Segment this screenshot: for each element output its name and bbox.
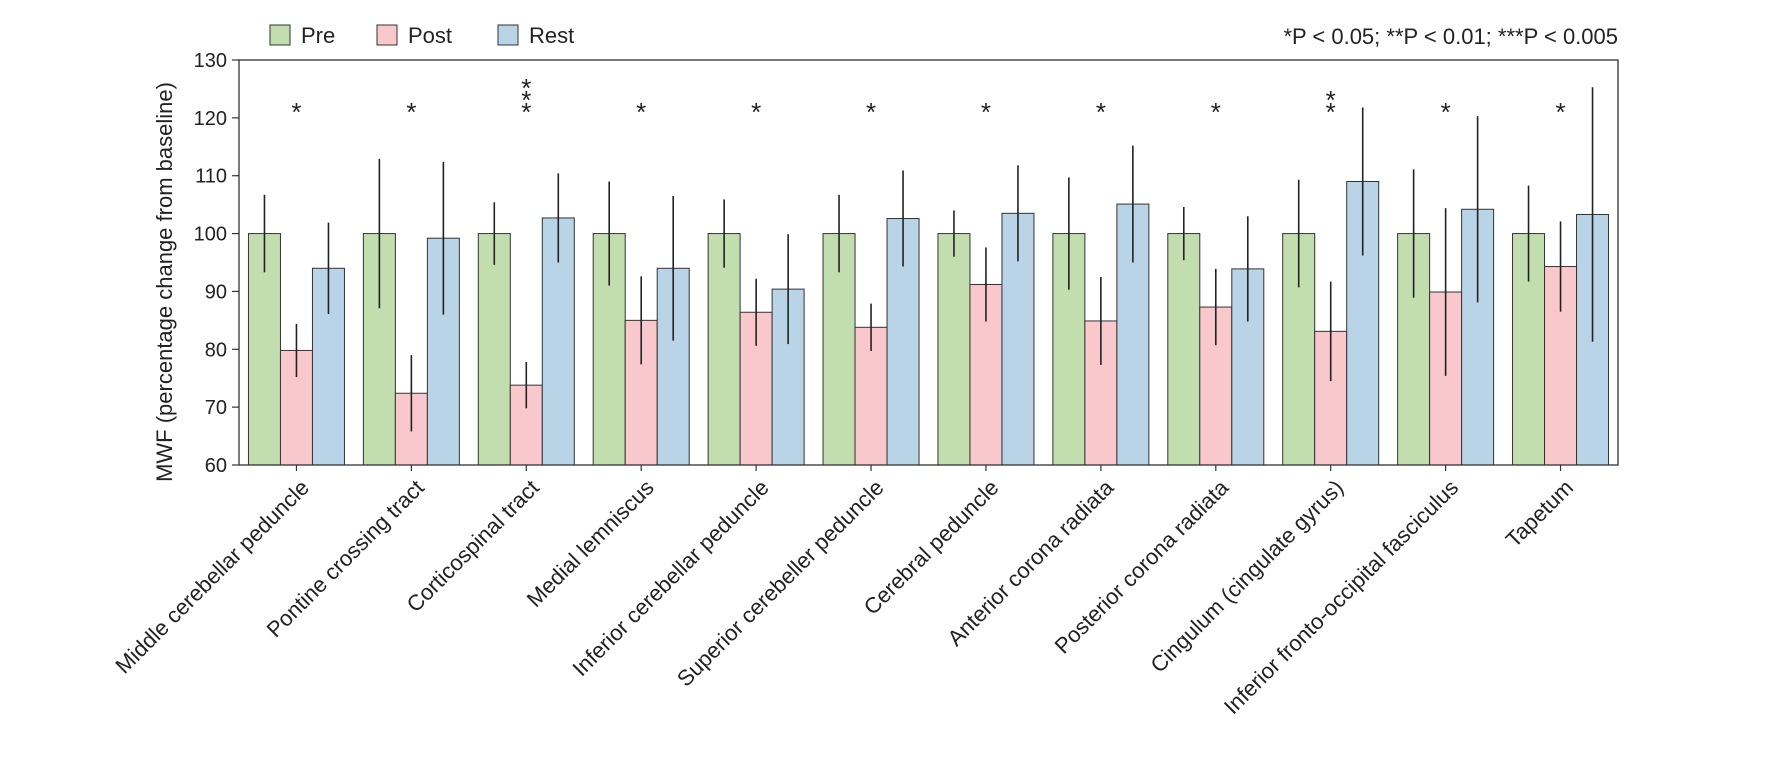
significance-note: *P < 0.05; **P < 0.01; ***P < 0.005 bbox=[1283, 24, 1618, 49]
significance-star: * bbox=[521, 97, 531, 127]
significance-star: * bbox=[1096, 97, 1106, 127]
bar-pre bbox=[707, 233, 741, 466]
plot-area-frame bbox=[238, 59, 1619, 466]
y-tick-label: 70 bbox=[205, 397, 227, 419]
y-tick-label: 110 bbox=[195, 166, 227, 188]
y-tick-label: 130 bbox=[194, 50, 227, 72]
legend-swatch-pre bbox=[269, 24, 291, 46]
category-label: Middle cerebellar peduncle bbox=[110, 475, 314, 679]
legend: Pre Post Rest bbox=[269, 23, 574, 48]
significance-star: * bbox=[521, 85, 531, 115]
legend-swatch-rest bbox=[497, 24, 519, 46]
significance-star: * bbox=[291, 97, 301, 127]
significance-star: * bbox=[521, 73, 531, 103]
category-label: Superior cerebeller peduncle bbox=[672, 475, 889, 692]
legend-label-pre: Pre bbox=[301, 23, 335, 48]
y-tick-label: 120 bbox=[194, 108, 227, 130]
significance-star: * bbox=[636, 97, 646, 127]
y-tick-label: 80 bbox=[205, 339, 227, 361]
category-label: Tapetum bbox=[1501, 475, 1578, 552]
significance-star: * bbox=[866, 97, 876, 127]
bar-pre bbox=[1167, 233, 1201, 466]
legend-label-rest: Rest bbox=[529, 23, 574, 48]
significance-star: * bbox=[981, 97, 991, 127]
y-axis: 60 70 80 90 100 110 120 130 bbox=[194, 50, 239, 477]
category-label: Inferior cerebellar peduncle bbox=[567, 475, 773, 681]
y-tick-label: 100 bbox=[194, 224, 227, 246]
y-axis-title: MWF (percentage change from baseline) bbox=[152, 82, 177, 482]
y-tick-label: 60 bbox=[205, 455, 227, 477]
bar-pre bbox=[477, 233, 511, 466]
significance-star: * bbox=[406, 97, 416, 127]
significance-markers: * * **** * * * * * ** * * bbox=[291, 73, 1565, 127]
legend-swatch-post bbox=[376, 24, 398, 46]
error-bars bbox=[263, 87, 1594, 432]
bar-pre bbox=[362, 233, 396, 466]
significance-star: * bbox=[751, 97, 761, 127]
significance-star: * bbox=[1555, 97, 1565, 127]
significance-star: * bbox=[1326, 97, 1336, 127]
bars bbox=[247, 181, 1610, 466]
legend-label-post: Post bbox=[408, 23, 452, 48]
category-label: Inferior fronto-occipital fasciculus bbox=[1219, 475, 1463, 719]
significance-star: * bbox=[1211, 97, 1221, 127]
y-tick-label: 90 bbox=[205, 281, 227, 303]
bar-pre bbox=[937, 233, 971, 466]
significance-star: * bbox=[1441, 97, 1451, 127]
category-label: Cingulum (cingulate gyrus) bbox=[1146, 475, 1349, 678]
significance-star: * bbox=[1326, 85, 1336, 115]
